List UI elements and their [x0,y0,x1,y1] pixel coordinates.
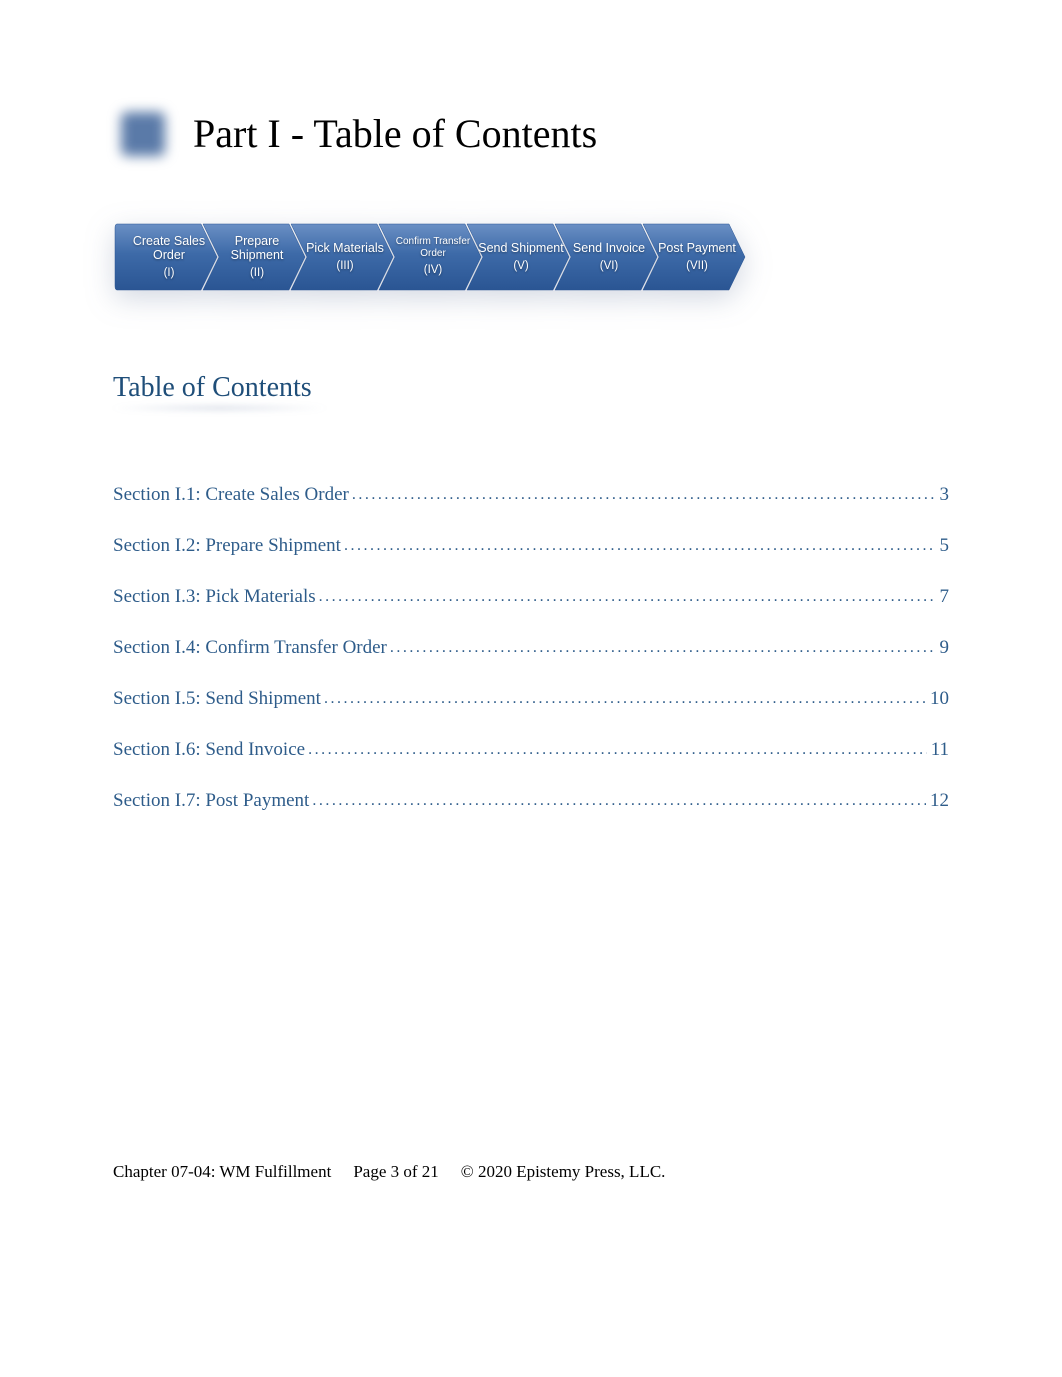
toc-dots [349,486,936,504]
process-step-number: (I) [164,267,175,280]
process-step-label: Send Shipment [478,241,563,255]
toc-entry[interactable]: Section I.7: Post Payment 12 [113,790,949,812]
toc-entry-title: Section I.1: Create Sales Order [113,484,349,506]
toc-entry[interactable]: Section I.1: Create Sales Order 3 [113,484,949,506]
process-step-label: Confirm Transfer Order [389,236,477,259]
process-step-label: Post Payment [658,241,736,255]
toc-entry[interactable]: Section I.6: Send Invoice 11 [113,739,949,761]
toc-entry-title: Section I.5: Send Shipment [113,688,321,710]
toc-entry-title: Section I.2: Prepare Shipment [113,535,341,557]
toc-entry-page: 7 [936,586,950,608]
toc-entry[interactable]: Section I.3: Pick Materials 7 [113,586,949,608]
process-step-number: (III) [336,260,353,273]
process-step-number: (VII) [686,260,708,273]
toc-dots [321,690,926,708]
toc-entry-title: Section I.4: Confirm Transfer Order [113,637,387,659]
toc-entry-page: 3 [936,484,950,506]
process-step-number: (II) [250,267,264,280]
toc-list: Section I.1: Create Sales Order 3 Sectio… [113,484,949,812]
toc-dots [341,537,936,555]
toc-dots [309,792,926,810]
page-title: Part I - Table of Contents [193,110,597,157]
toc-entry-title: Section I.3: Pick Materials [113,586,316,608]
process-step-text: Confirm Transfer Order (IV) [389,222,477,292]
toc-entry[interactable]: Section I.4: Confirm Transfer Order 9 [113,637,949,659]
process-step-text: Send Invoice (VI) [565,222,653,292]
toc-dots [305,741,927,759]
process-step-text: Create Sales Order (I) [125,222,213,292]
toc-entry[interactable]: Section I.5: Send Shipment 10 [113,688,949,710]
toc-entry-page: 5 [936,535,950,557]
process-step-number: (V) [513,260,528,273]
process-step: Post Payment (VII) [641,222,747,292]
process-step-text: Post Payment (VII) [653,222,741,292]
footer-chapter: Chapter 07-04: WM Fulfillment [113,1162,331,1182]
process-chevron-row: Create Sales Order (I) Prepare Shipment … [113,222,853,292]
toc-entry-title: Section I.7: Post Payment [113,790,309,812]
footer-copyright: © 2020 Epistemy Press, LLC. [461,1162,666,1182]
process-step-label: Prepare Shipment [213,234,301,263]
process-step-text: Prepare Shipment (II) [213,222,301,292]
title-bullet-icon [121,112,165,156]
process-step-label: Send Invoice [573,241,645,255]
toc-entry-title: Section I.6: Send Invoice [113,739,305,761]
page-footer: Chapter 07-04: WM Fulfillment Page 3 of … [113,1162,949,1182]
process-step-label: Pick Materials [306,241,384,255]
toc-entry-page: 12 [926,790,949,812]
toc-entry-page: 11 [927,739,949,761]
toc-entry-page: 9 [936,637,950,659]
toc-dots [387,639,936,657]
footer-page: Page 3 of 21 [353,1162,438,1182]
toc-entry[interactable]: Section I.2: Prepare Shipment 5 [113,535,949,557]
process-step-text: Pick Materials (III) [301,222,389,292]
process-step-label: Create Sales Order [125,234,213,263]
toc-heading: Table of Contents [113,372,312,404]
process-step-text: Send Shipment (V) [477,222,565,292]
process-step-number: (VI) [600,260,619,273]
title-row: Part I - Table of Contents [113,110,949,157]
toc-entry-page: 10 [926,688,949,710]
toc-dots [316,588,936,606]
process-step-number: (IV) [424,264,443,277]
